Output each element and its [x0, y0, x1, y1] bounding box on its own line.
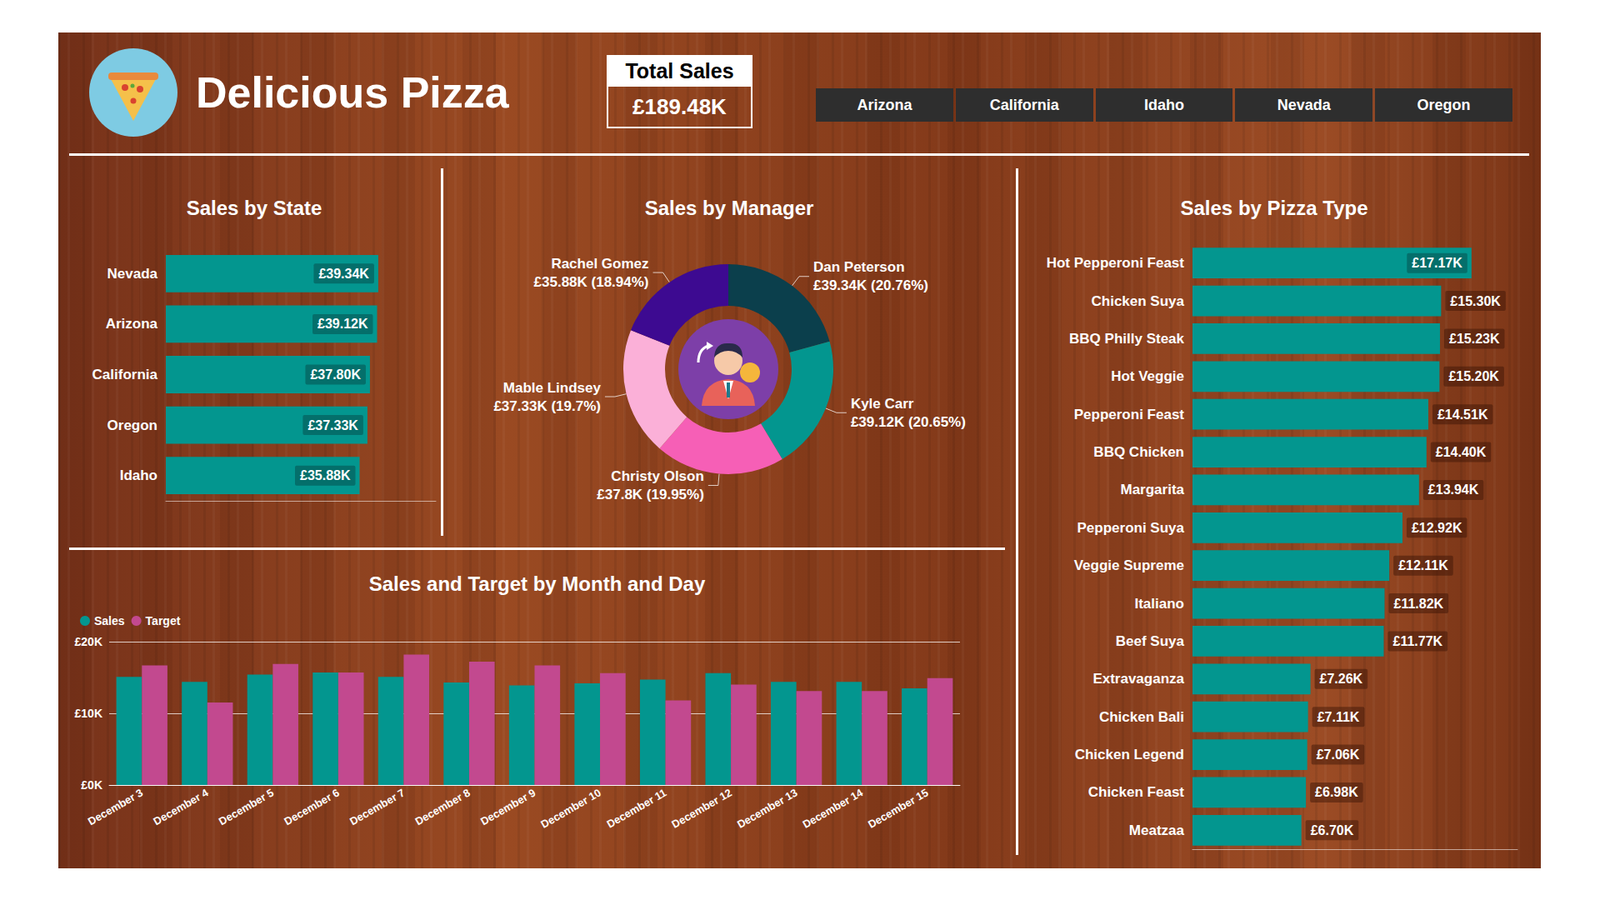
- svg-text:Arizona: Arizona: [105, 315, 159, 332]
- svg-text:Sales and Target by Month and: Sales and Target by Month and Day: [369, 572, 706, 595]
- svg-text:Kyle Carr: Kyle Carr: [850, 395, 915, 412]
- svg-text:Idaho: Idaho: [120, 467, 158, 484]
- svg-text:Sales by Pizza Type: Sales by Pizza Type: [1180, 196, 1369, 220]
- svg-text:£20K: £20K: [75, 635, 103, 649]
- svg-text:Sales by Manager: Sales by Manager: [645, 196, 815, 220]
- svg-text:Christy Olson: Christy Olson: [610, 468, 704, 485]
- svg-text:£14.40K: £14.40K: [1435, 445, 1487, 460]
- svg-text:BBQ Chicken: BBQ Chicken: [1093, 444, 1185, 460]
- svg-text:December 12: December 12: [669, 786, 735, 831]
- html-text:Delicious Pizza: Delicious Pizza: [195, 68, 509, 117]
- svg-text:December 15: December 15: [865, 786, 931, 831]
- svg-text:£12.92K: £12.92K: [1411, 520, 1463, 535]
- html-text:Arizona: Arizona: [857, 96, 912, 114]
- svg-text:California: California: [92, 366, 159, 383]
- svg-text:Meatzaa: Meatzaa: [1129, 822, 1185, 839]
- svg-text:Veggie Supreme: Veggie Supreme: [1074, 557, 1185, 574]
- svg-text:December 6: December 6: [281, 786, 341, 829]
- html-text:£189.48K: £189.48K: [632, 94, 727, 120]
- svg-text:Chicken Suya: Chicken Suya: [1091, 293, 1185, 310]
- svg-text:Pepperoni Suya: Pepperoni Suya: [1077, 520, 1185, 536]
- svg-text:£11.82K: £11.82K: [1393, 596, 1444, 611]
- svg-text:December 4: December 4: [150, 785, 211, 828]
- svg-text:Rachel Gomez: Rachel Gomez: [550, 255, 649, 272]
- svg-text:£7.26K: £7.26K: [1320, 671, 1364, 686]
- svg-text:December 13: December 13: [735, 786, 800, 831]
- svg-text:£37.33K (19.7%): £37.33K (19.7%): [493, 398, 601, 415]
- svg-text:Beef Suya: Beef Suya: [1115, 633, 1185, 650]
- svg-text:Target: Target: [145, 614, 181, 628]
- svg-text:£7.06K: £7.06K: [1316, 747, 1360, 762]
- svg-text:£11.77K: £11.77K: [1393, 634, 1444, 649]
- svg-text:£15.23K: £15.23K: [1449, 331, 1500, 346]
- svg-text:Chicken Bali: Chicken Bali: [1099, 709, 1185, 725]
- svg-text:£37.33K: £37.33K: [307, 418, 359, 433]
- svg-text:£12.11K: £12.11K: [1398, 558, 1449, 573]
- svg-text:December 14: December 14: [800, 785, 865, 831]
- html-text:Total Sales: Total Sales: [625, 59, 734, 83]
- svg-text:December 11: December 11: [604, 786, 669, 831]
- svg-text:Extravaganza: Extravaganza: [1092, 670, 1185, 687]
- svg-text:Hot Pepperoni Feast: Hot Pepperoni Feast: [1046, 255, 1185, 271]
- svg-text:December 7: December 7: [347, 786, 407, 829]
- svg-text:£37.8K (19.95%): £37.8K (19.95%): [596, 486, 705, 503]
- svg-text:£6.70K: £6.70K: [1310, 823, 1355, 838]
- svg-text:Oregon: Oregon: [107, 417, 158, 434]
- svg-text:Mable Lindsey: Mable Lindsey: [503, 380, 602, 396]
- svg-text:£10K: £10K: [75, 706, 103, 720]
- svg-text:£35.88K: £35.88K: [300, 468, 351, 483]
- svg-text:Chicken Legend: Chicken Legend: [1075, 746, 1185, 763]
- svg-text:£39.12K (20.65%): £39.12K (20.65%): [850, 414, 966, 430]
- html-text:Idaho: Idaho: [1144, 96, 1185, 114]
- svg-text:Pepperoni Feast: Pepperoni Feast: [1074, 406, 1185, 423]
- svg-text:December 5: December 5: [216, 786, 276, 829]
- svg-text:£13.94K: £13.94K: [1428, 482, 1480, 497]
- svg-text:December 8: December 8: [412, 786, 472, 829]
- svg-text:£0K: £0K: [80, 778, 103, 792]
- svg-text:£39.34K: £39.34K: [318, 266, 370, 281]
- svg-text:£37.80K: £37.80K: [310, 367, 361, 382]
- svg-text:Dan Peterson: Dan Peterson: [813, 259, 905, 275]
- svg-text:BBQ Philly Steak: BBQ Philly Steak: [1069, 330, 1185, 347]
- svg-text:£7.11K: £7.11K: [1317, 710, 1360, 725]
- html-text:Nevada: Nevada: [1277, 96, 1331, 114]
- svg-text:£15.20K: £15.20K: [1448, 369, 1500, 384]
- html-text:Oregon: Oregon: [1417, 96, 1471, 114]
- svg-text:£6.98K: £6.98K: [1315, 785, 1359, 800]
- svg-text:£17.17K: £17.17K: [1411, 255, 1463, 270]
- svg-text:Hot Veggie: Hot Veggie: [1110, 368, 1185, 385]
- svg-text:December 10: December 10: [538, 786, 604, 831]
- svg-text:December 9: December 9: [478, 786, 538, 829]
- svg-text:£35.88K (18.94%): £35.88K (18.94%): [534, 274, 650, 290]
- html-text:California: California: [989, 96, 1059, 114]
- svg-text:£14.51K: £14.51K: [1437, 407, 1489, 422]
- svg-text:£39.34K (20.76%): £39.34K (20.76%): [813, 277, 929, 294]
- svg-text:£15.30K: £15.30K: [1450, 294, 1501, 309]
- svg-text:Sales: Sales: [94, 614, 125, 628]
- svg-text:December 3: December 3: [85, 786, 145, 829]
- svg-text:Chicken Feast: Chicken Feast: [1088, 784, 1185, 800]
- svg-text:Margarita: Margarita: [1120, 481, 1185, 498]
- svg-text:£39.12K: £39.12K: [317, 316, 369, 331]
- svg-text:Italiano: Italiano: [1134, 595, 1185, 612]
- svg-text:Nevada: Nevada: [107, 265, 159, 282]
- svg-text:Sales by State: Sales by State: [186, 196, 323, 220]
